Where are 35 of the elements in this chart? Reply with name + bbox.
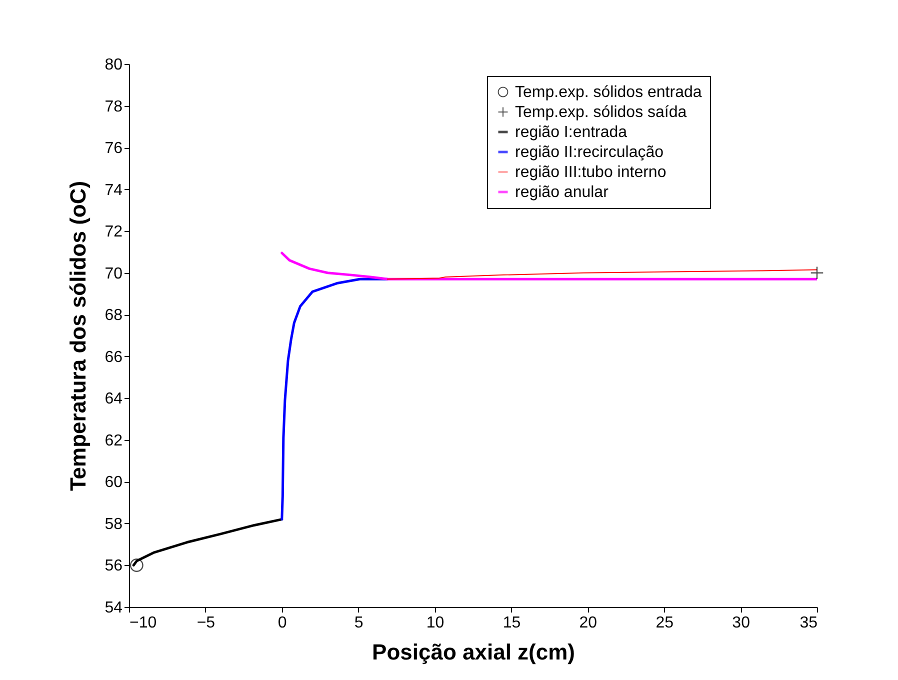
- legend-label: região anular: [515, 184, 610, 201]
- y-tick-label: 56: [104, 558, 123, 575]
- x-tick-label: 0: [278, 614, 287, 632]
- legend-label: região II:recirculação: [515, 144, 664, 161]
- y-tick-label: 80: [104, 56, 123, 74]
- y-tick-label: 60: [104, 474, 123, 492]
- x-tick-label: 5: [354, 614, 364, 632]
- legend-label: região I:entrada: [515, 124, 628, 141]
- legend-label: Temp.exp. sólidos entrada: [515, 84, 702, 101]
- line-series: [280, 278, 389, 521]
- x-tick-label: −5: [196, 614, 216, 632]
- y-tick-label: 74: [104, 182, 123, 199]
- line-series: [280, 252, 817, 280]
- y-tick-label: 78: [104, 98, 123, 116]
- y-tick-label: 66: [104, 348, 123, 366]
- x-axis-title: Posição axial z(cm): [372, 640, 575, 664]
- x-tick-label: 15: [502, 614, 521, 632]
- legend-label: Temp.exp. sólidos saída: [515, 104, 687, 121]
- y-tick-label: 54: [104, 600, 123, 616]
- y-tick-label: 58: [104, 516, 123, 533]
- line-series: [386, 269, 817, 280]
- y-tick-label: 68: [104, 307, 123, 324]
- y-tick-label: 76: [104, 140, 123, 158]
- x-tick-label: 20: [579, 614, 598, 632]
- x-tick-label: 25: [656, 614, 674, 632]
- y-tick-label: 72: [104, 224, 123, 241]
- y-tick-label: 64: [104, 390, 123, 408]
- y-axis-title: Temperatura dos sólidos (oC): [66, 180, 91, 492]
- x-tick-label: 35: [800, 614, 818, 632]
- legend-label: região III:tubo interno: [515, 164, 666, 181]
- x-tick-label: −10: [130, 614, 157, 632]
- y-tick-label: 62: [104, 432, 123, 450]
- x-tick-label: 10: [426, 614, 444, 632]
- x-tick-label: 30: [732, 614, 750, 632]
- y-tick-label: 70: [104, 265, 123, 282]
